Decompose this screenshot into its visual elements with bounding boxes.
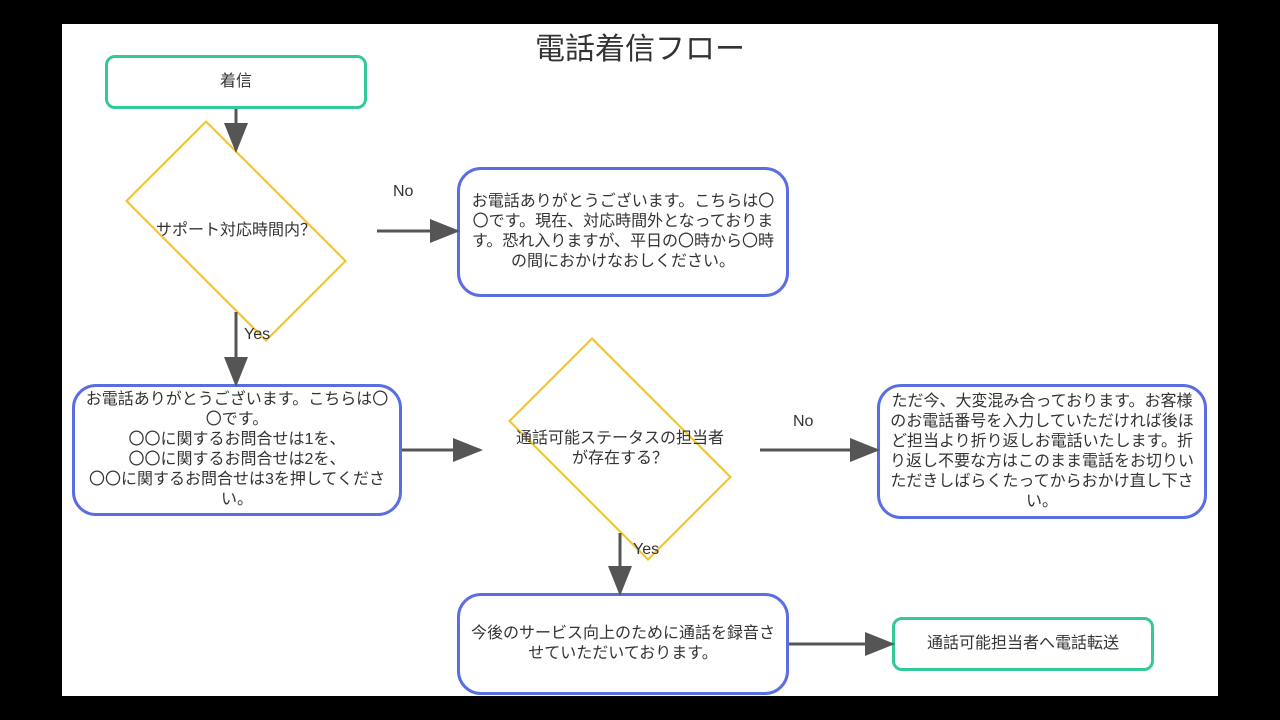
node-message-out-of-hours: お電話ありがとうございます。こちらは〇〇です。現在、対応時間外となっております。… (457, 167, 789, 297)
node-message-recording: 今後のサービス向上のために通話を録音させていただいております。 (457, 593, 789, 695)
edge-label: Yes (633, 541, 659, 559)
node-decision-agent-available: 通話可能ステータスの担当者が存在する？ (480, 365, 760, 533)
node-label: 通話可能担当者へ電話転送 (927, 634, 1119, 654)
node-end-transfer: 通話可能担当者へ電話転送 (892, 617, 1154, 671)
edge-label: Yes (244, 326, 270, 344)
node-label: お電話ありがとうございます。こちらは〇〇です。 〇〇に関するお問合せは1を、 〇… (85, 390, 389, 510)
node-label: サポート対応時間内？ (95, 150, 377, 312)
node-label: 着信 (220, 72, 252, 92)
node-decision-support-hours: サポート対応時間内？ (95, 150, 377, 312)
page-title: 電話着信フロー (535, 24, 745, 68)
flowchart-canvas: 電話着信フロー 着信 サポート対応時間内？ お電話ありがとうございます。こちらは… (62, 24, 1218, 696)
node-label: ただ今、大変混み合っております。お客様のお電話番号を入力していただければ後ほど担… (890, 392, 1194, 512)
node-message-ivr: お電話ありがとうございます。こちらは〇〇です。 〇〇に関するお問合せは1を、 〇… (72, 384, 402, 516)
node-label: 通話可能ステータスの担当者が存在する？ (480, 365, 760, 533)
node-label: お電話ありがとうございます。こちらは〇〇です。現在、対応時間外となっております。… (470, 192, 776, 272)
edge-label: No (793, 413, 813, 431)
node-start: 着信 (105, 55, 367, 109)
node-message-busy: ただ今、大変混み合っております。お客様のお電話番号を入力していただければ後ほど担… (877, 384, 1207, 519)
node-label: 今後のサービス向上のために通話を録音させていただいております。 (470, 624, 776, 664)
edge-label: No (393, 183, 413, 201)
